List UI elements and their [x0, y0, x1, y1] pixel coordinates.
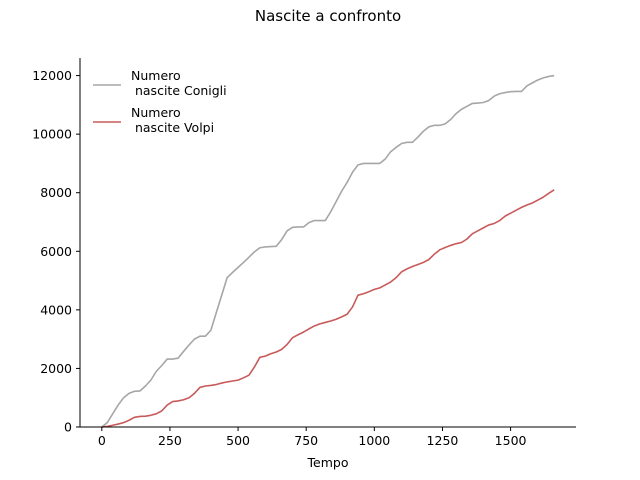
series-line-0	[101, 74, 555, 428]
x-tick-label: 1250	[427, 433, 459, 448]
x-tick-label: 250	[158, 433, 182, 448]
y-tick-label: 0	[64, 420, 72, 435]
series-line-1	[101, 189, 555, 428]
series-layer	[101, 74, 555, 428]
y-tick-label: 4000	[40, 302, 72, 317]
x-tick-label: 0	[98, 433, 106, 448]
x-tick-label: 500	[226, 433, 250, 448]
y-tick-label: 10000	[32, 127, 72, 142]
x-tick-label: 1500	[495, 433, 527, 448]
y-tick-label: 2000	[40, 361, 72, 376]
legend-label: Numero nascite Volpi	[131, 105, 214, 135]
x-tick-label: 1000	[358, 433, 390, 448]
x-ticks: 0 250 500 750 1000 1250 1500	[98, 427, 527, 448]
plot-area: 0 250 500 750 1000 1250 1500 0 2000 4000 6000 8000…	[32, 58, 576, 448]
y-tick-label: 6000	[40, 244, 72, 259]
chart-title: Nascite a confronto	[255, 7, 401, 25]
x-tick-label: 750	[294, 433, 318, 448]
y-ticks: 0 2000 4000 6000 8000 10000 12000	[32, 68, 80, 435]
legend: Numero nascite Conigli Numero nascite Vol…	[93, 68, 227, 135]
y-tick-label: 12000	[32, 68, 72, 83]
legend-label: Numero nascite Conigli	[131, 68, 227, 98]
y-tick-label: 8000	[40, 185, 72, 200]
x-axis-label: Tempo	[307, 455, 349, 470]
legend-entry-1: Numero nascite Volpi	[93, 105, 214, 135]
legend-entry-0: Numero nascite Conigli	[93, 68, 227, 98]
